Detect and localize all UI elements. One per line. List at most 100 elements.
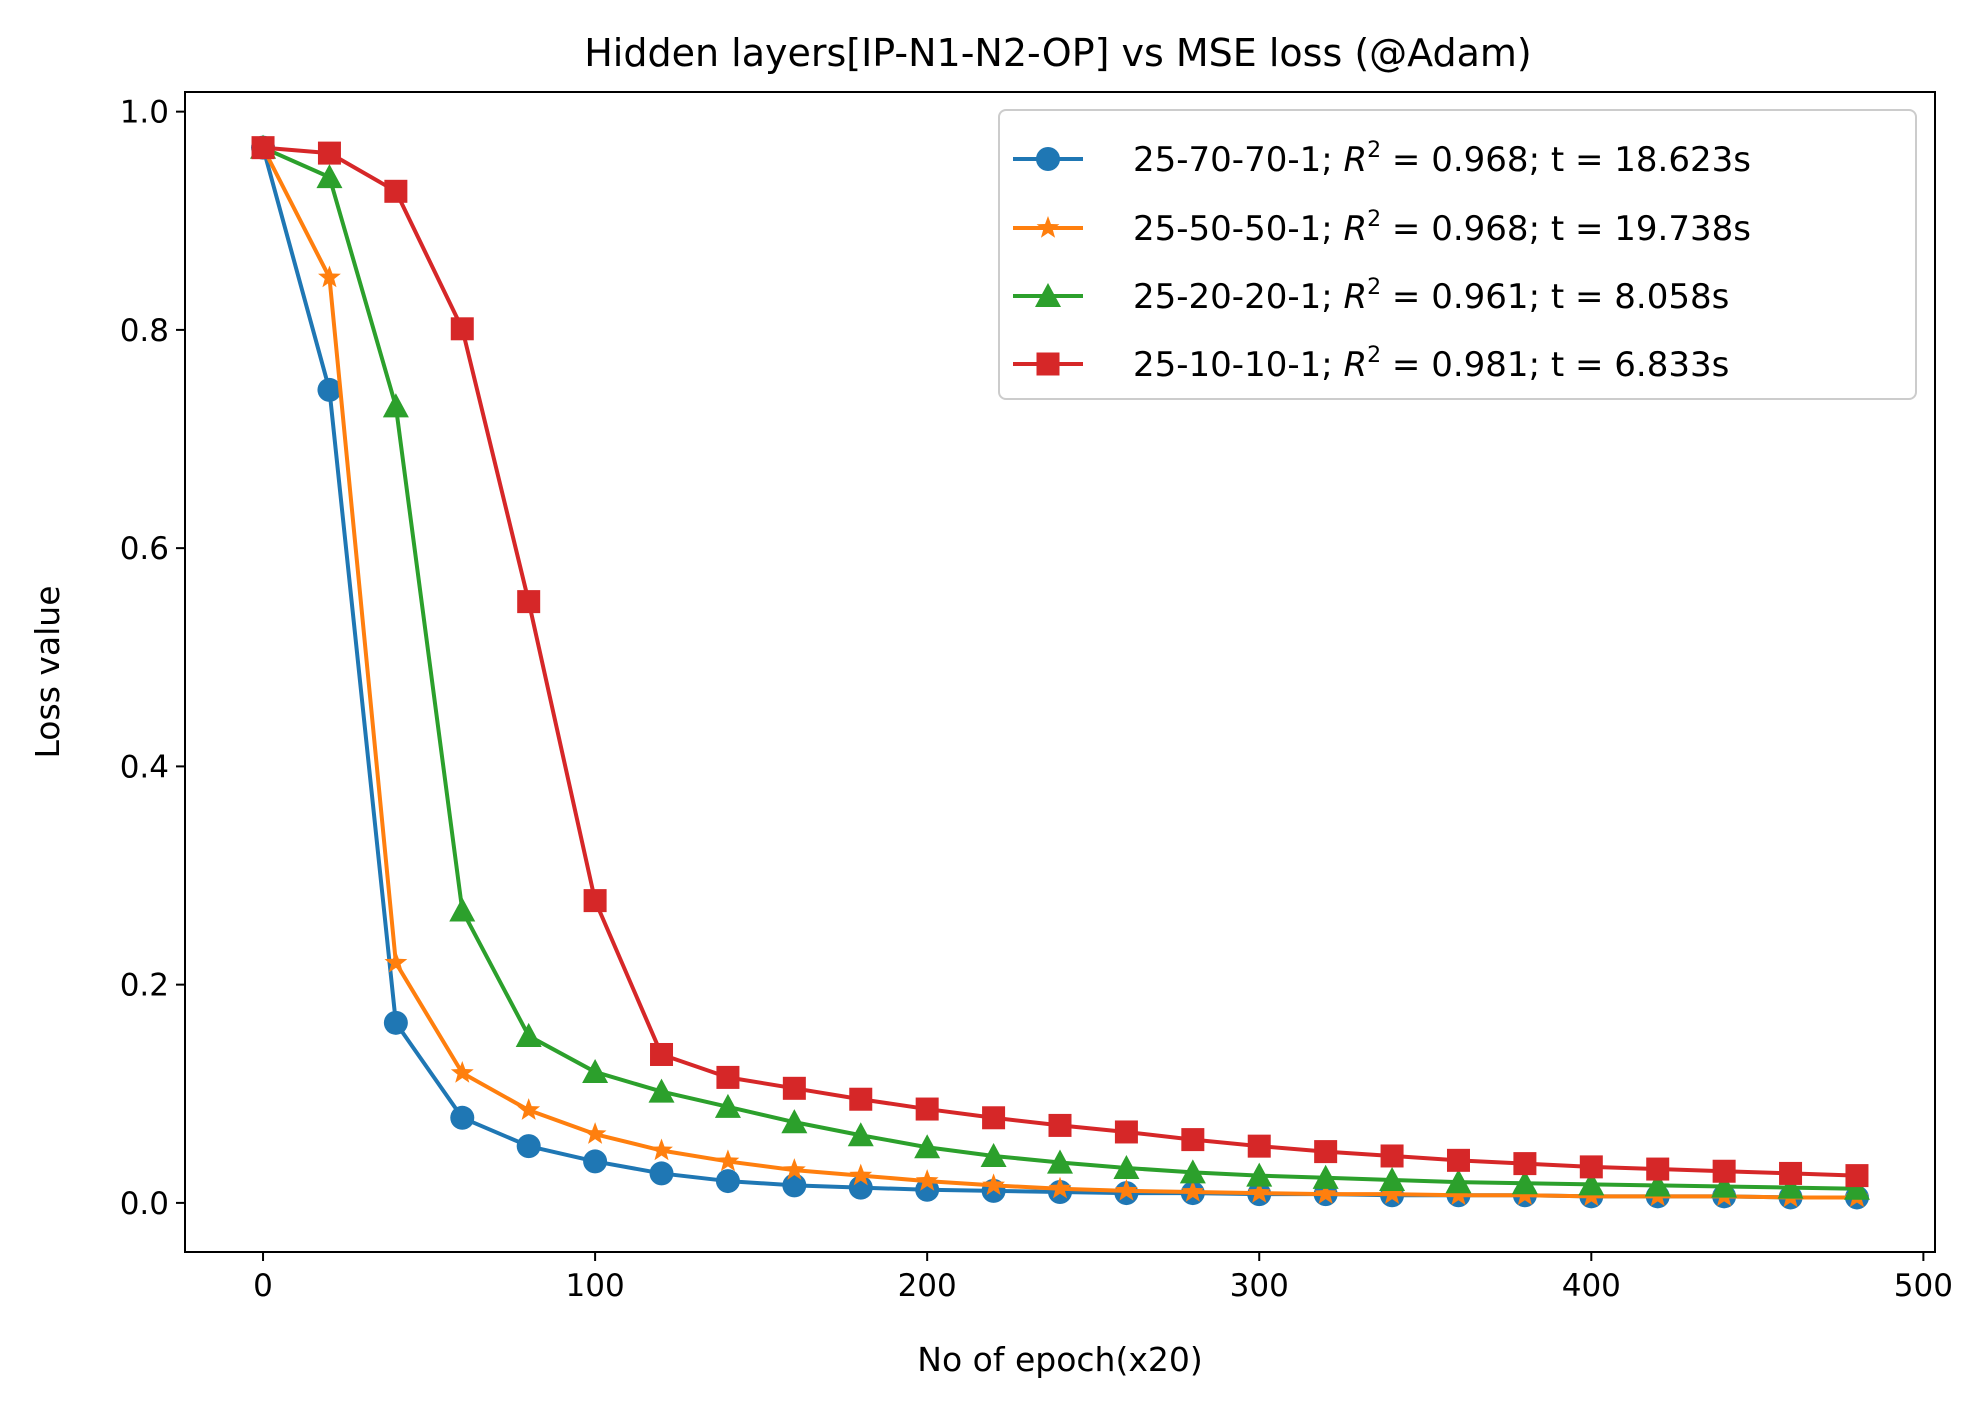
- data-point-25-20-20-1: [1379, 1166, 1406, 1192]
- legend-label: 25-70-70-1; R2 = 0.968; t = 18.623s: [1133, 138, 1751, 180]
- data-point-25-50-50-1: [1181, 1179, 1205, 1202]
- data-point-25-20-20-1: [582, 1058, 609, 1083]
- data-point-25-50-50-1: [318, 265, 341, 288]
- data-point-25-20-20-1: [382, 393, 409, 418]
- series-25-10-10-1: [251, 136, 1869, 1188]
- x-tick-label: 500: [1894, 1268, 1953, 1304]
- data-point-25-20-20-1: [1777, 1174, 1804, 1199]
- y-axis-label: Loss value: [28, 585, 67, 758]
- data-point-25-10-10-1: [1779, 1161, 1803, 1185]
- x-tick-label: 200: [898, 1268, 957, 1304]
- data-point-25-10-10-1: [650, 1042, 674, 1066]
- x-tick-label: 0: [253, 1268, 273, 1304]
- data-point-25-20-20-1: [914, 1134, 941, 1159]
- data-point-25-20-20-1: [1578, 1171, 1605, 1196]
- data-point-25-50-50-1: [849, 1163, 873, 1186]
- data-point-25-20-20-1: [515, 1022, 542, 1047]
- legend-item-25-70-70-1: 25-70-70-1; R2 = 0.968; t = 18.623s: [1013, 138, 1751, 180]
- data-point-25-20-20-1: [1246, 1162, 1273, 1187]
- data-point-25-70-70-1: [516, 1134, 541, 1159]
- data-point-25-10-10-1: [915, 1097, 939, 1121]
- data-point-25-50-50-1: [782, 1158, 806, 1180]
- data-point-25-50-50-1: [450, 1061, 474, 1083]
- data-point-25-20-20-1: [1113, 1154, 1140, 1180]
- data-point-25-70-70-1: [450, 1105, 475, 1130]
- data-point-25-70-70-1: [782, 1173, 807, 1198]
- data-point-25-10-10-1: [1446, 1148, 1470, 1172]
- series-layer: [250, 134, 1870, 1210]
- data-point-25-20-20-1: [648, 1078, 675, 1103]
- data-point-25-70-70-1: [317, 377, 342, 402]
- legend-marker: [1036, 216, 1060, 238]
- data-point-25-10-10-1: [1579, 1155, 1603, 1179]
- data-point-25-10-10-1: [517, 590, 541, 614]
- x-tick-label: 400: [1562, 1268, 1621, 1304]
- data-point-25-10-10-1: [317, 141, 341, 165]
- data-point-25-50-50-1: [1048, 1176, 1072, 1199]
- data-point-25-50-50-1: [583, 1122, 607, 1144]
- data-point-25-50-50-1: [982, 1173, 1005, 1196]
- data-point-25-50-50-1: [1314, 1182, 1338, 1204]
- y-tick-label: 0.2: [120, 968, 169, 1004]
- legend-item-25-10-10-1: 25-10-10-1; R2 = 0.981; t = 6.833s: [1013, 343, 1729, 385]
- data-point-25-70-70-1: [383, 1010, 408, 1035]
- y-tick-label: 0.8: [120, 313, 169, 349]
- data-point-25-10-10-1: [1048, 1113, 1072, 1137]
- y-tick-label: 0.0: [120, 1186, 169, 1222]
- chart-title: Hidden layers[IP-N1-N2-OP] vs MSE loss (…: [584, 31, 1532, 75]
- legend-box: [998, 109, 1917, 400]
- data-point-25-20-20-1: [1047, 1149, 1073, 1174]
- legend-label: 25-20-20-1; R2 = 0.961; t = 8.058s: [1133, 275, 1729, 317]
- legend-item-25-20-20-1: 25-20-20-1; R2 = 0.961; t = 8.058s: [1013, 275, 1729, 317]
- legend-item-25-50-50-1: 25-50-50-1; R2 = 0.968; t = 19.738s: [1013, 207, 1751, 249]
- x-axis-label: No of epoch(x20): [917, 1340, 1202, 1379]
- data-point-25-50-50-1: [1447, 1183, 1470, 1205]
- data-point-25-20-20-1: [847, 1122, 874, 1147]
- data-point-25-50-50-1: [1115, 1178, 1138, 1201]
- data-point-25-10-10-1: [716, 1065, 740, 1089]
- data-point-25-10-10-1: [982, 1106, 1006, 1130]
- data-point-25-20-20-1: [449, 897, 476, 922]
- y-tick-label: 0.4: [120, 749, 169, 785]
- data-point-25-10-10-1: [849, 1087, 873, 1111]
- data-point-25-10-10-1: [1845, 1164, 1869, 1188]
- data-point-25-20-20-1: [1843, 1175, 1870, 1200]
- data-point-25-50-50-1: [384, 950, 408, 973]
- data-point-25-50-50-1: [650, 1138, 673, 1161]
- data-point-25-10-10-1: [1380, 1144, 1404, 1168]
- legend-marker: [1035, 283, 1061, 308]
- data-point-25-70-70-1: [715, 1169, 740, 1194]
- data-point-25-10-10-1: [1314, 1140, 1338, 1164]
- plot-area: [184, 91, 1936, 1253]
- data-point-25-50-50-1: [716, 1149, 740, 1172]
- data-point-25-20-20-1: [781, 1109, 808, 1134]
- y-tick-label: 1.0: [120, 95, 169, 131]
- data-point-25-70-70-1: [583, 1149, 608, 1174]
- data-point-25-10-10-1: [583, 889, 607, 913]
- axes-frame: [184, 91, 1936, 1253]
- series-25-20-20-1: [250, 134, 1870, 1200]
- data-point-25-20-20-1: [1711, 1173, 1738, 1198]
- legend-label: 25-10-10-1; R2 = 0.981; t = 6.833s: [1133, 343, 1729, 385]
- data-point-25-20-20-1: [714, 1093, 741, 1118]
- data-point-25-50-50-1: [915, 1169, 939, 1191]
- x-tick-label: 100: [566, 1268, 625, 1304]
- legend-marker: [1036, 147, 1060, 171]
- data-point-25-20-20-1: [1179, 1159, 1206, 1184]
- data-point-25-10-10-1: [1247, 1134, 1271, 1158]
- legend: 25-70-70-1; R2 = 0.968; t = 18.623s 25-50…: [998, 109, 1917, 400]
- y-axis-ticks: 0.0 0.2 0.4 0.6 0.8 1.0: [120, 95, 185, 1222]
- data-point-25-10-10-1: [1646, 1157, 1670, 1181]
- x-tick-label: 300: [1230, 1268, 1289, 1304]
- data-point-25-50-50-1: [1247, 1181, 1271, 1203]
- legend-marker: [1036, 352, 1060, 376]
- legend-label: 25-50-50-1; R2 = 0.968; t = 19.738s: [1133, 207, 1751, 249]
- y-tick-label: 0.6: [120, 531, 169, 567]
- data-point-25-70-70-1: [649, 1161, 674, 1186]
- data-point-25-10-10-1: [384, 179, 408, 203]
- data-point-25-10-10-1: [1114, 1120, 1138, 1144]
- data-point-25-10-10-1: [1712, 1159, 1736, 1183]
- data-point-25-20-20-1: [1445, 1169, 1472, 1194]
- data-point-25-20-20-1: [1644, 1172, 1671, 1197]
